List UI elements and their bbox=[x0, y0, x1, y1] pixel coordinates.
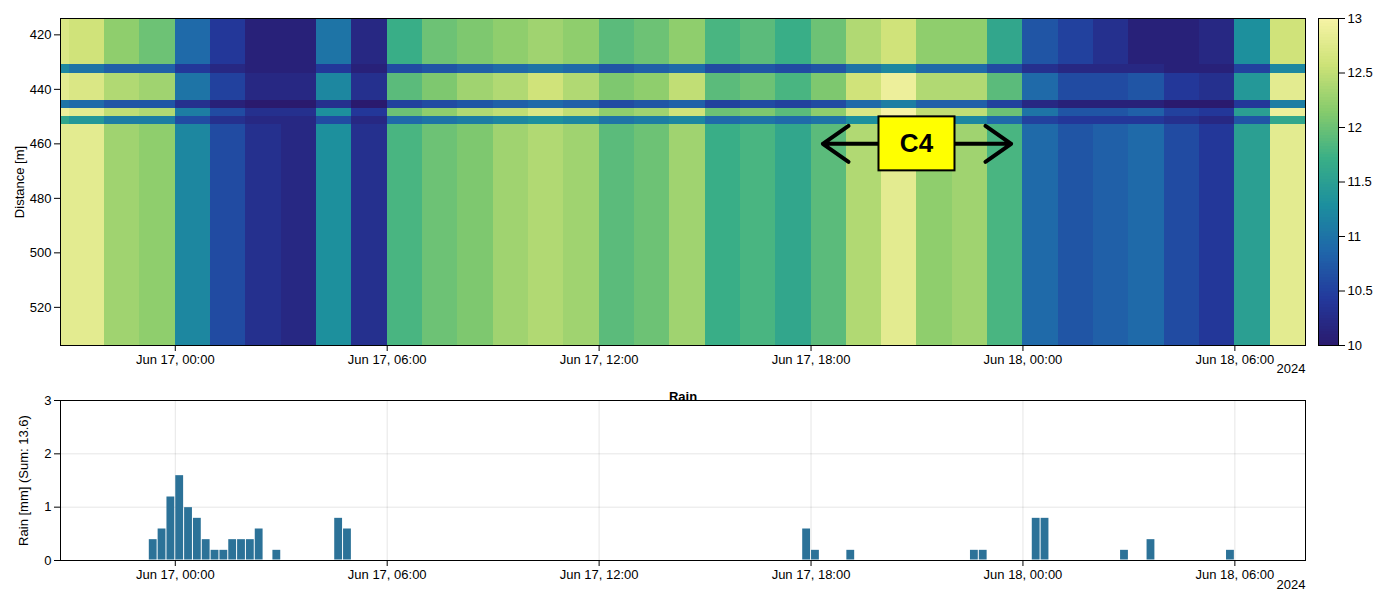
svg-text:10.5: 10.5 bbox=[1348, 283, 1373, 298]
svg-text:Jun 18, 06:00: Jun 18, 06:00 bbox=[1195, 567, 1274, 582]
svg-text:11: 11 bbox=[1348, 229, 1362, 244]
svg-text:Jun 17, 18:00: Jun 17, 18:00 bbox=[772, 352, 851, 367]
svg-text:480: 480 bbox=[30, 191, 52, 206]
svg-text:440: 440 bbox=[30, 82, 52, 97]
svg-text:Jun 17, 00:00: Jun 17, 00:00 bbox=[136, 567, 215, 582]
svg-text:Jun 17, 18:00: Jun 17, 18:00 bbox=[772, 567, 851, 582]
svg-text:2024: 2024 bbox=[1277, 361, 1306, 376]
svg-text:Rain: Rain bbox=[669, 389, 697, 404]
svg-text:Jun 17, 06:00: Jun 17, 06:00 bbox=[348, 567, 427, 582]
svg-text:11.5: 11.5 bbox=[1348, 174, 1372, 189]
svg-text:520: 520 bbox=[30, 300, 52, 315]
svg-text:460: 460 bbox=[30, 136, 52, 151]
svg-text:Jun 18, 06:00: Jun 18, 06:00 bbox=[1195, 352, 1274, 367]
svg-text:12.5: 12.5 bbox=[1348, 65, 1373, 80]
svg-text:Distance [m]: Distance [m] bbox=[12, 146, 27, 218]
svg-text:Jun 17, 12:00: Jun 17, 12:00 bbox=[560, 567, 639, 582]
svg-text:C4: C4 bbox=[900, 128, 934, 158]
svg-text:Jun 17, 00:00: Jun 17, 00:00 bbox=[136, 352, 215, 367]
svg-text:Jun 18, 00:00: Jun 18, 00:00 bbox=[984, 567, 1063, 582]
svg-text:420: 420 bbox=[30, 27, 52, 42]
svg-text:0: 0 bbox=[44, 553, 51, 568]
svg-text:3: 3 bbox=[44, 393, 51, 408]
svg-text:1: 1 bbox=[44, 499, 51, 514]
svg-text:2024: 2024 bbox=[1277, 577, 1306, 592]
svg-text:Jun 18, 00:00: Jun 18, 00:00 bbox=[984, 352, 1063, 367]
svg-text:13: 13 bbox=[1348, 11, 1362, 26]
svg-text:2: 2 bbox=[44, 446, 51, 461]
svg-text:500: 500 bbox=[30, 245, 52, 260]
svg-text:Jun 17, 06:00: Jun 17, 06:00 bbox=[348, 352, 427, 367]
svg-text:12: 12 bbox=[1348, 120, 1362, 135]
svg-text:10: 10 bbox=[1348, 338, 1362, 353]
svg-text:Rain [mm] (Sum: 13.6): Rain [mm] (Sum: 13.6) bbox=[16, 415, 31, 546]
svg-text:Jun 17, 12:00: Jun 17, 12:00 bbox=[560, 352, 639, 367]
